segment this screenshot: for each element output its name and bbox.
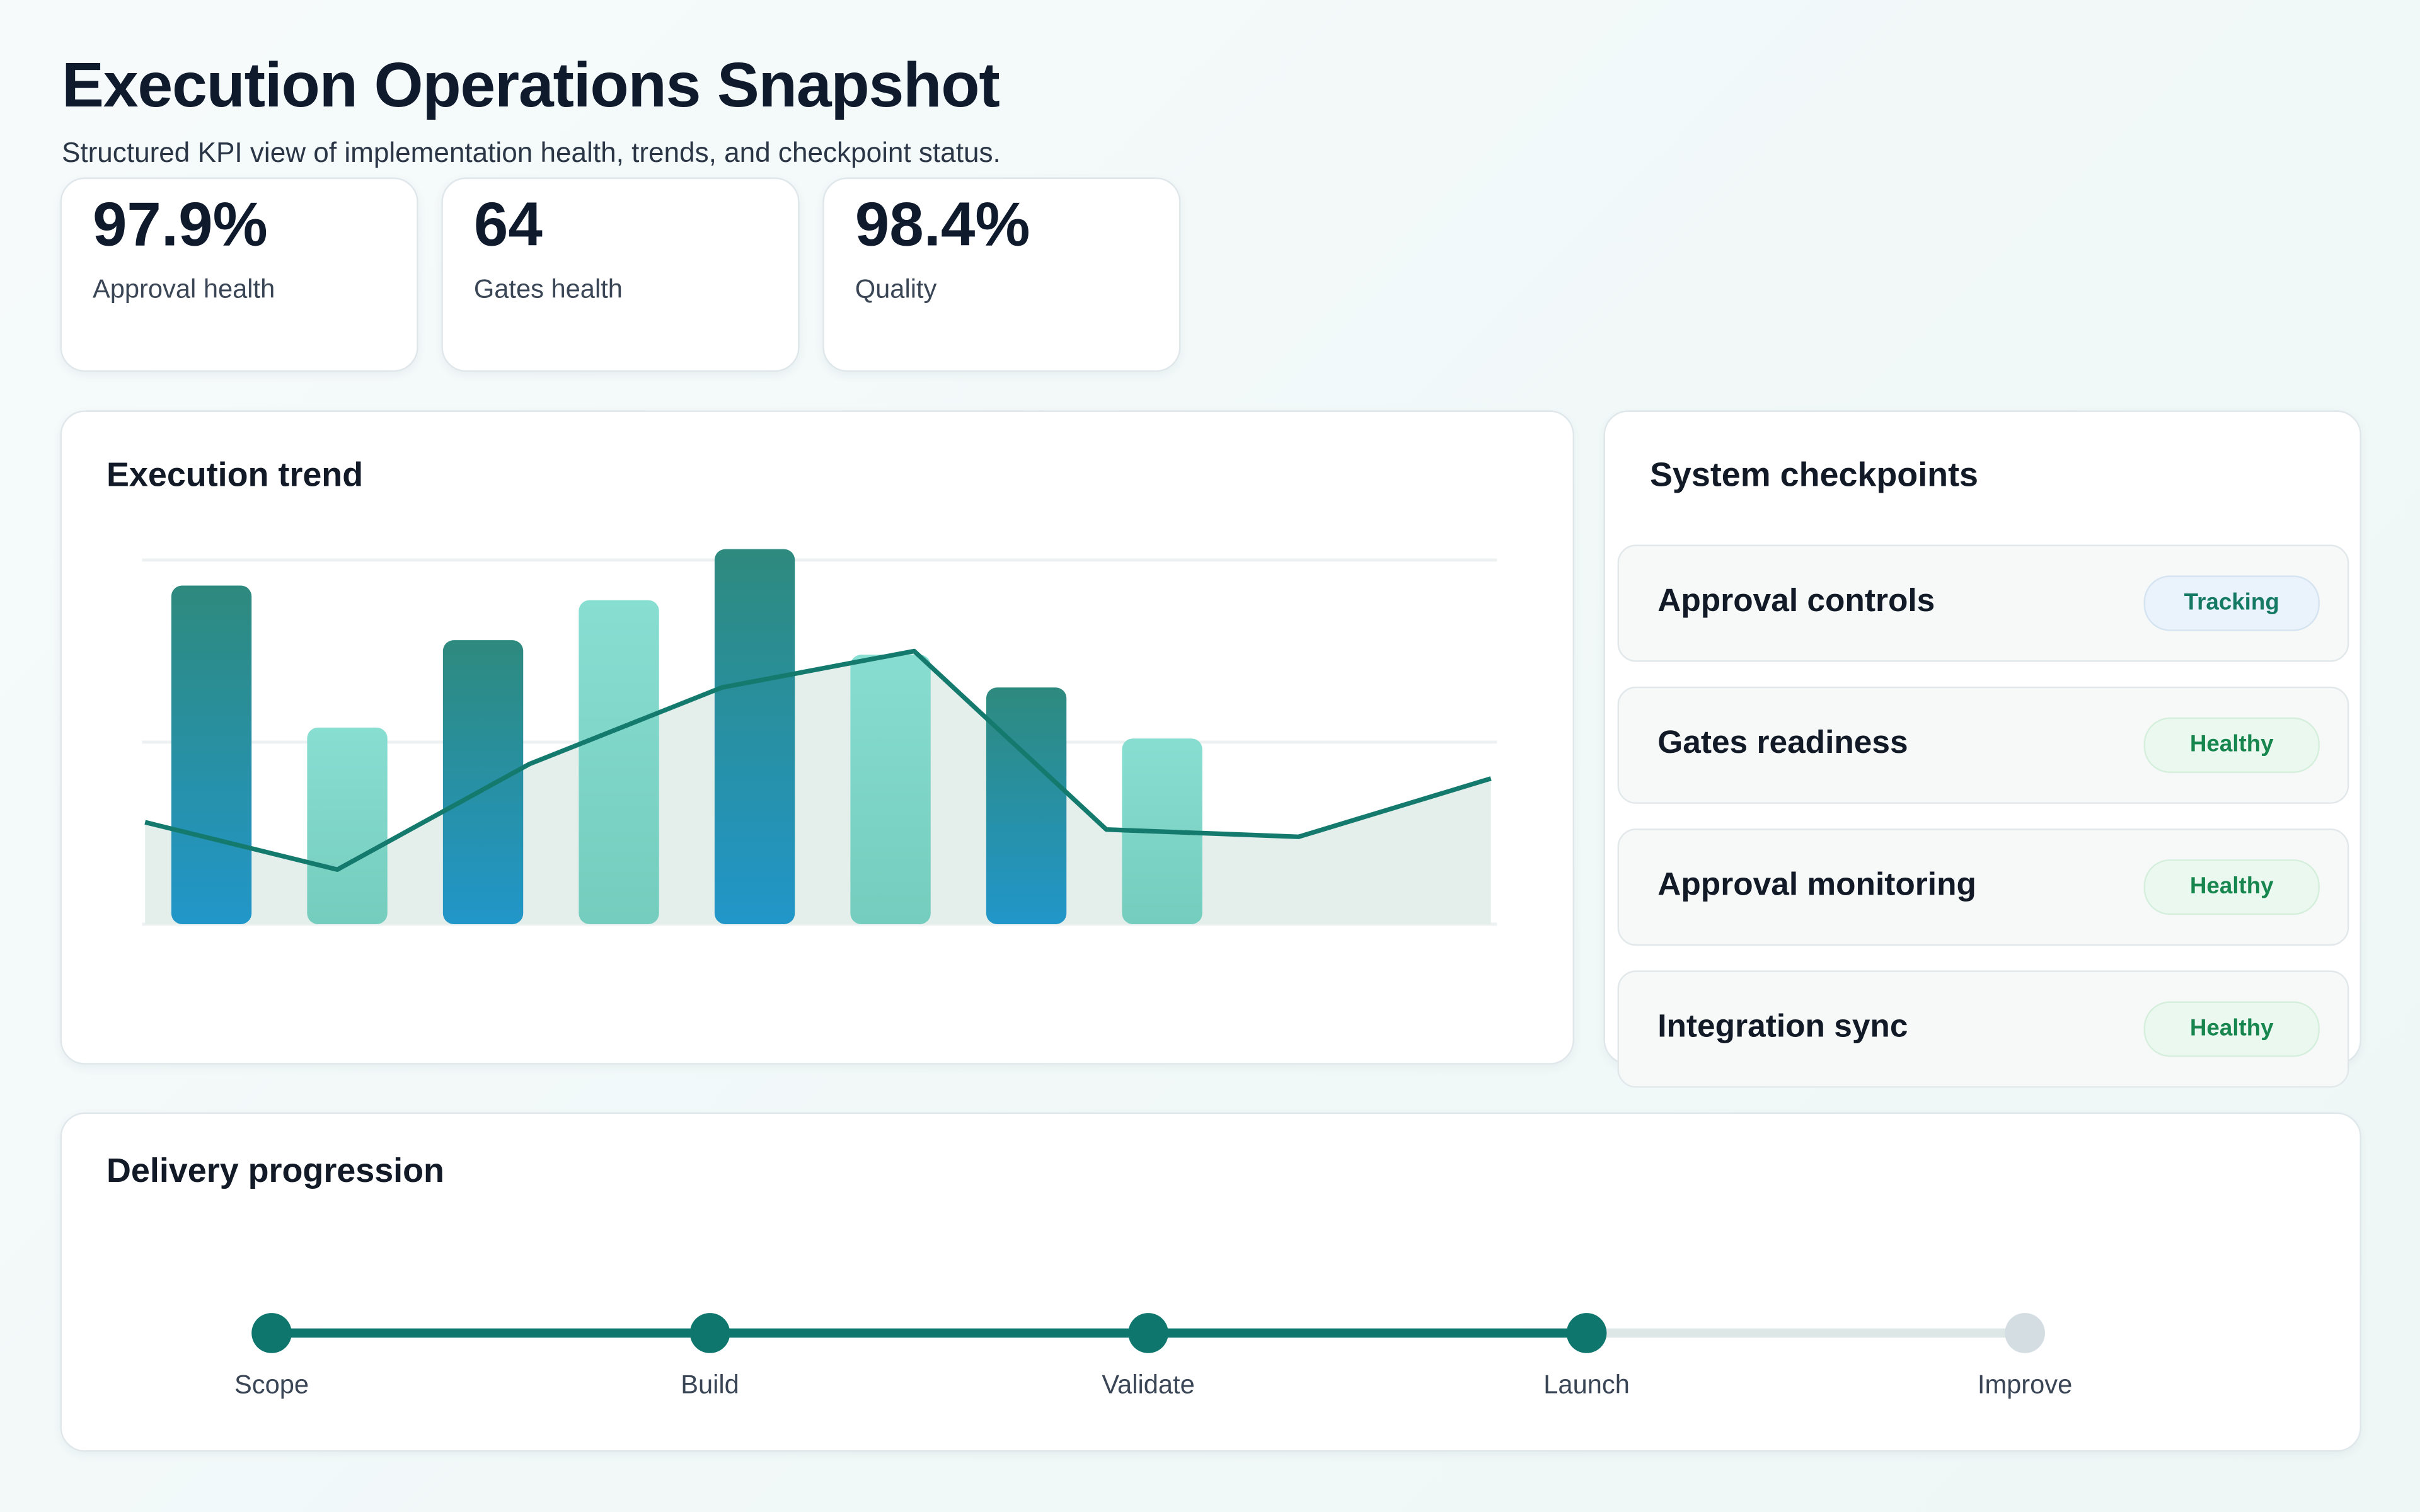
bar	[579, 600, 659, 924]
kpi-card-gates-health: 64 Gates health	[441, 177, 800, 372]
execution-trend-card: Execution trend	[60, 410, 1574, 1065]
system-checkpoints-card: System checkpoints Approval controls Tra…	[1603, 410, 2361, 1088]
step-dot-validate	[1128, 1313, 1168, 1353]
step-label: Scope	[234, 1370, 309, 1400]
trend-line	[144, 648, 1492, 872]
page-subtitle: Structured KPI view of implementation he…	[61, 137, 1001, 168]
step-label: Launch	[1543, 1370, 1630, 1400]
checkpoint-approval-controls[interactable]: Approval controls Tracking	[1617, 544, 2349, 662]
checkpoint-approval-monitoring[interactable]: Approval monitoring Healthy	[1617, 828, 2349, 946]
bar	[171, 585, 252, 924]
checkpoint-name: Gates readiness	[1657, 725, 1908, 761]
execution-trend-title: Execution trend	[106, 455, 364, 494]
step-dot-improve	[2005, 1313, 2045, 1353]
bar	[442, 640, 524, 924]
checkpoint-gates-readiness[interactable]: Gates readiness Healthy	[1617, 686, 2349, 804]
step-dot-build	[689, 1313, 730, 1353]
checkpoint-name: Integration sync	[1657, 1009, 1908, 1045]
step-dot-scope	[251, 1313, 292, 1353]
step-label: Improve	[1977, 1370, 2073, 1400]
step-dot-launch	[1566, 1313, 1607, 1353]
bar	[714, 549, 795, 924]
progress-track-done	[272, 1328, 1587, 1338]
kpi-value: 97.9%	[92, 191, 268, 260]
kpi-value: 98.4%	[855, 191, 1030, 260]
status-badge: Tracking	[2143, 575, 2320, 631]
checkpoint-name: Approval monitoring	[1657, 867, 1976, 903]
page-title: Execution Operations Snapshot	[61, 49, 1000, 121]
checkpoint-name: Approval controls	[1657, 583, 1935, 619]
delivery-progression-card	[60, 1112, 2361, 1452]
execution-trend-chart	[142, 549, 1497, 926]
status-badge: Healthy	[2143, 717, 2320, 773]
step-label: Build	[681, 1370, 739, 1400]
bar	[850, 655, 931, 924]
checkpoints-title: System checkpoints	[1649, 455, 1979, 494]
kpi-label: Quality	[855, 274, 937, 304]
kpi-card-quality: 98.4% Quality	[822, 177, 1181, 372]
status-badge: Healthy	[2143, 859, 2320, 915]
kpi-card-approval-health: 97.9% Approval health	[60, 177, 418, 372]
bar	[307, 727, 388, 924]
checkpoint-integration-sync[interactable]: Integration sync Healthy	[1617, 970, 2349, 1088]
kpi-value: 64	[473, 191, 543, 260]
step-label: Validate	[1102, 1370, 1195, 1400]
kpi-label: Approval health	[92, 274, 275, 304]
delivery-progression-title: Delivery progression	[106, 1150, 445, 1190]
kpi-label: Gates health	[473, 274, 623, 304]
bar	[986, 687, 1067, 924]
status-badge: Healthy	[2143, 1001, 2320, 1057]
